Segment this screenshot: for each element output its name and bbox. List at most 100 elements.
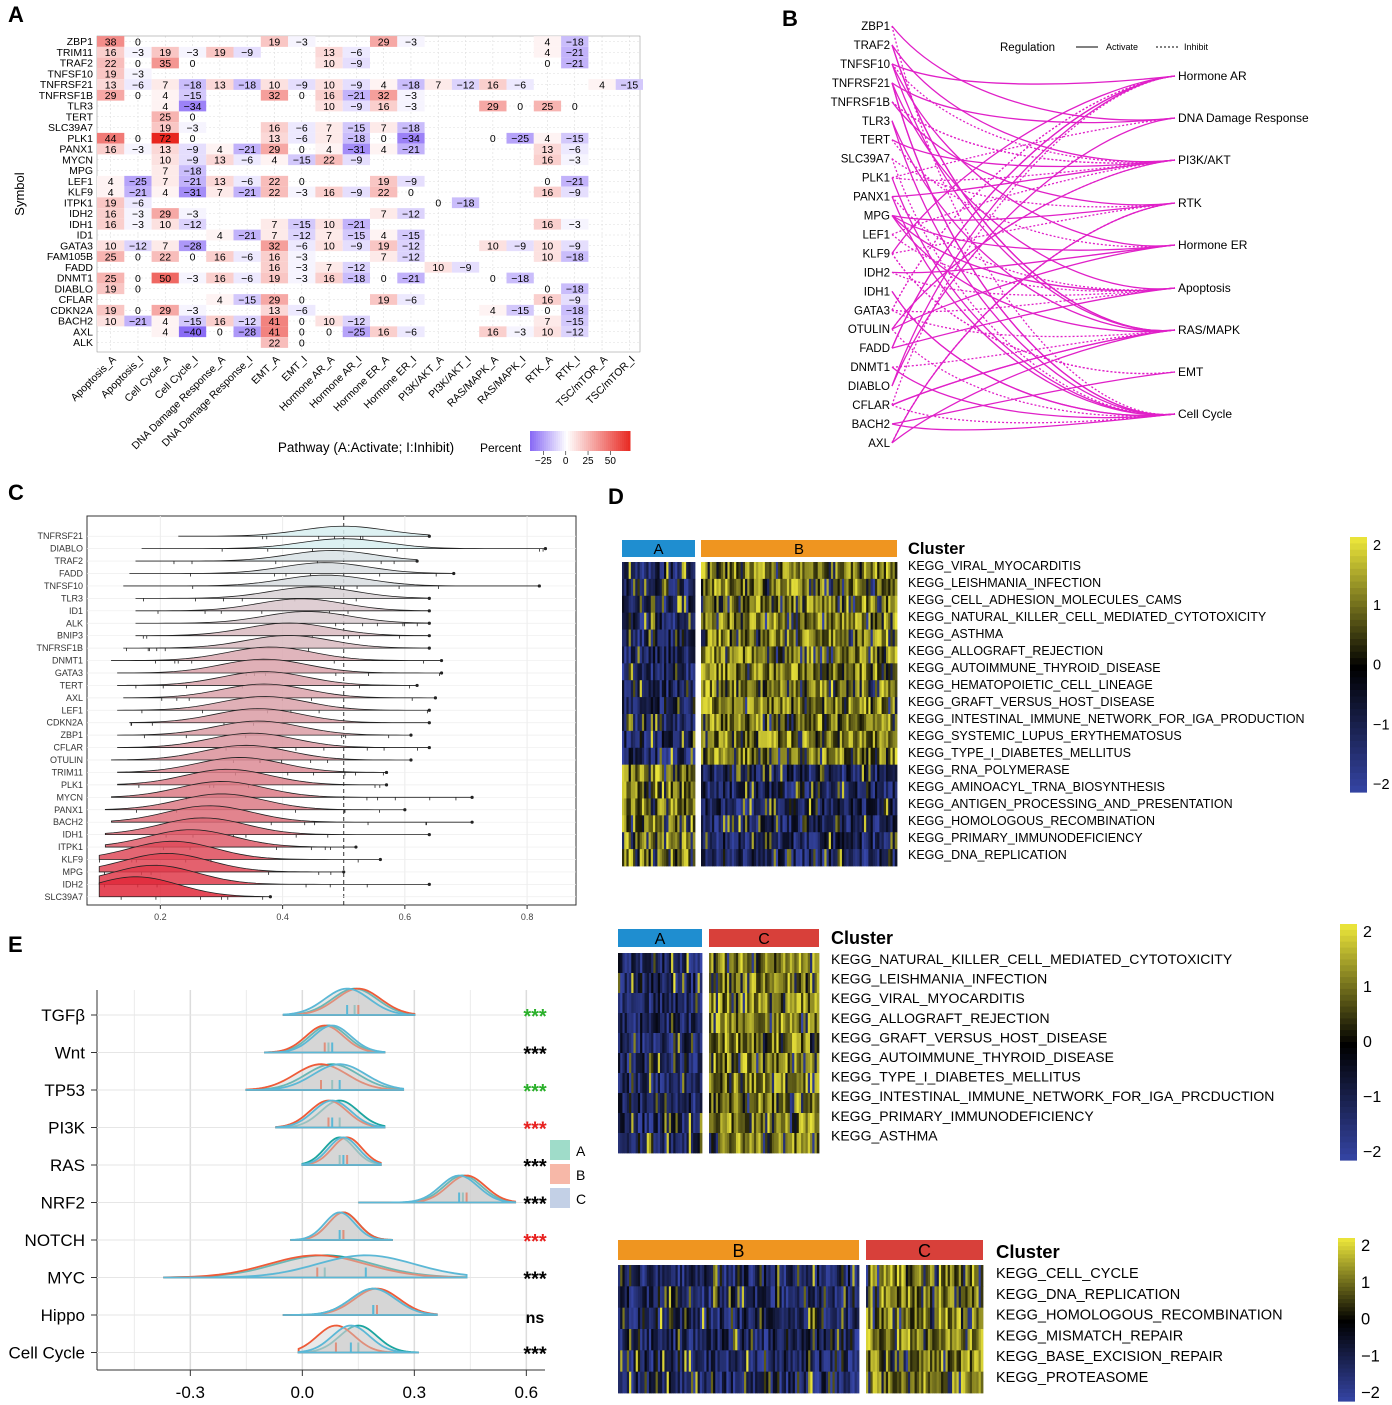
heat-cell bbox=[124, 68, 152, 80]
heat-stripe bbox=[844, 798, 847, 816]
heat-stripe bbox=[746, 1329, 749, 1351]
heat-stripe bbox=[714, 697, 717, 715]
heat-stripe bbox=[941, 1307, 944, 1330]
scale-swatch bbox=[1350, 760, 1367, 768]
heat-stripe bbox=[631, 1053, 634, 1074]
heat-cell-value: −12 bbox=[238, 316, 256, 328]
heat-stripe bbox=[824, 764, 827, 782]
heat-stripe bbox=[888, 562, 891, 580]
heat-stripe bbox=[729, 1073, 732, 1094]
heat-cell-value: −9 bbox=[350, 58, 362, 70]
heat-stripe bbox=[828, 562, 832, 580]
heat-stripe bbox=[686, 646, 689, 664]
heat-stripe bbox=[822, 798, 825, 816]
heat-stripe bbox=[760, 764, 764, 782]
heat-cell-value: −6 bbox=[296, 133, 308, 145]
heat-stripe bbox=[624, 849, 627, 867]
heat-cell bbox=[561, 132, 589, 144]
scale-swatch bbox=[1340, 1047, 1357, 1055]
heat-stripe bbox=[709, 781, 713, 799]
heat-cell-value: −12 bbox=[129, 241, 147, 253]
scale-swatch bbox=[1350, 753, 1367, 761]
heat-stripe bbox=[679, 714, 683, 732]
heat-cell bbox=[260, 186, 289, 198]
heat-stripe bbox=[744, 1053, 748, 1074]
heat-stripe bbox=[713, 1265, 716, 1287]
heat-stripe bbox=[677, 1350, 681, 1373]
heat-stripe bbox=[630, 747, 634, 766]
heat-cell bbox=[288, 261, 316, 273]
heat-stripe bbox=[707, 798, 711, 816]
scale-swatch bbox=[1350, 537, 1367, 544]
heat-stripe bbox=[830, 798, 834, 816]
heat-cell bbox=[533, 36, 562, 47]
heat-stripe bbox=[753, 1033, 757, 1054]
heat-cell-value: 4 bbox=[272, 155, 278, 167]
scale-swatch bbox=[1350, 568, 1367, 576]
heat-cell bbox=[615, 79, 643, 90]
heat-stripe bbox=[686, 1033, 690, 1054]
heat-stripe bbox=[751, 973, 755, 994]
heat-stripe bbox=[692, 781, 696, 799]
heat-stripe bbox=[932, 1265, 935, 1287]
heat-stripe bbox=[648, 1013, 652, 1034]
heat-stripe bbox=[778, 1033, 782, 1054]
heat-stripe bbox=[846, 612, 849, 630]
heat-stripe bbox=[879, 815, 882, 833]
heat-stripe bbox=[622, 578, 625, 597]
heat-stripe bbox=[848, 562, 852, 580]
heat-stripe bbox=[802, 832, 805, 850]
heat-stripe bbox=[635, 730, 638, 749]
heat-stripe bbox=[653, 1350, 656, 1373]
heat-stripe bbox=[773, 595, 777, 614]
heat-cell bbox=[260, 229, 289, 241]
heat-stripe bbox=[682, 993, 685, 1014]
heat-stripe bbox=[938, 1265, 942, 1287]
cluster-bar-label: B bbox=[732, 1241, 744, 1261]
heat-stripe bbox=[668, 595, 672, 614]
heat-stripe bbox=[637, 1073, 641, 1094]
heat-stripe bbox=[801, 1033, 804, 1054]
heat-stripe bbox=[749, 1033, 753, 1054]
heat-stripe bbox=[795, 646, 799, 664]
heat-stripe bbox=[628, 629, 632, 647]
heat-stripe bbox=[648, 973, 652, 994]
heat-cell-value: −12 bbox=[184, 219, 202, 231]
pathway-label-rtk-a: RTK_A bbox=[523, 354, 555, 386]
heat-stripe bbox=[675, 730, 678, 749]
heat-stripe bbox=[631, 1093, 634, 1114]
heat-cell-value: 25 bbox=[159, 112, 171, 124]
kegg-row-label: KEGG_LEISHMANIA_INFECTION bbox=[908, 576, 1101, 590]
heat-stripe bbox=[637, 1033, 641, 1054]
heat-stripe bbox=[850, 747, 854, 766]
heat-stripe bbox=[857, 832, 860, 850]
heat-stripe bbox=[679, 993, 683, 1014]
heat-stripe bbox=[673, 1265, 676, 1287]
heat-stripe bbox=[738, 562, 742, 580]
heat-cell-value: 22 bbox=[159, 251, 171, 263]
heat-stripe bbox=[848, 815, 852, 833]
heat-stripe bbox=[713, 1350, 716, 1373]
heat-stripe bbox=[803, 1073, 806, 1094]
heat-stripe bbox=[870, 612, 874, 630]
network-gene-tnfrsf21: TNFRSF21 bbox=[832, 78, 890, 90]
heat-stripe bbox=[624, 1033, 628, 1054]
heat-stripe bbox=[912, 1265, 915, 1287]
heat-stripe bbox=[699, 1265, 703, 1287]
heat-stripe bbox=[773, 815, 777, 833]
heat-stripe bbox=[890, 832, 893, 850]
heat-stripe bbox=[725, 764, 728, 782]
heat-stripe bbox=[655, 953, 659, 974]
heat-stripe bbox=[796, 1053, 800, 1074]
heat-stripe bbox=[938, 1307, 942, 1330]
heat-stripe bbox=[877, 578, 880, 597]
kegg-row-label: KEGG_INTESTINAL_IMMUNE_NETWORK_FOR_IGA_P… bbox=[831, 1088, 1274, 1104]
heat-stripe bbox=[622, 1073, 626, 1094]
heat-stripe bbox=[769, 1093, 773, 1114]
heat-stripe bbox=[642, 1013, 645, 1034]
heat-stripe bbox=[850, 663, 854, 681]
heat-stripe bbox=[751, 629, 755, 647]
heat-stripe bbox=[690, 798, 694, 816]
heat-stripe bbox=[841, 781, 845, 799]
heat-stripe bbox=[679, 1073, 683, 1094]
